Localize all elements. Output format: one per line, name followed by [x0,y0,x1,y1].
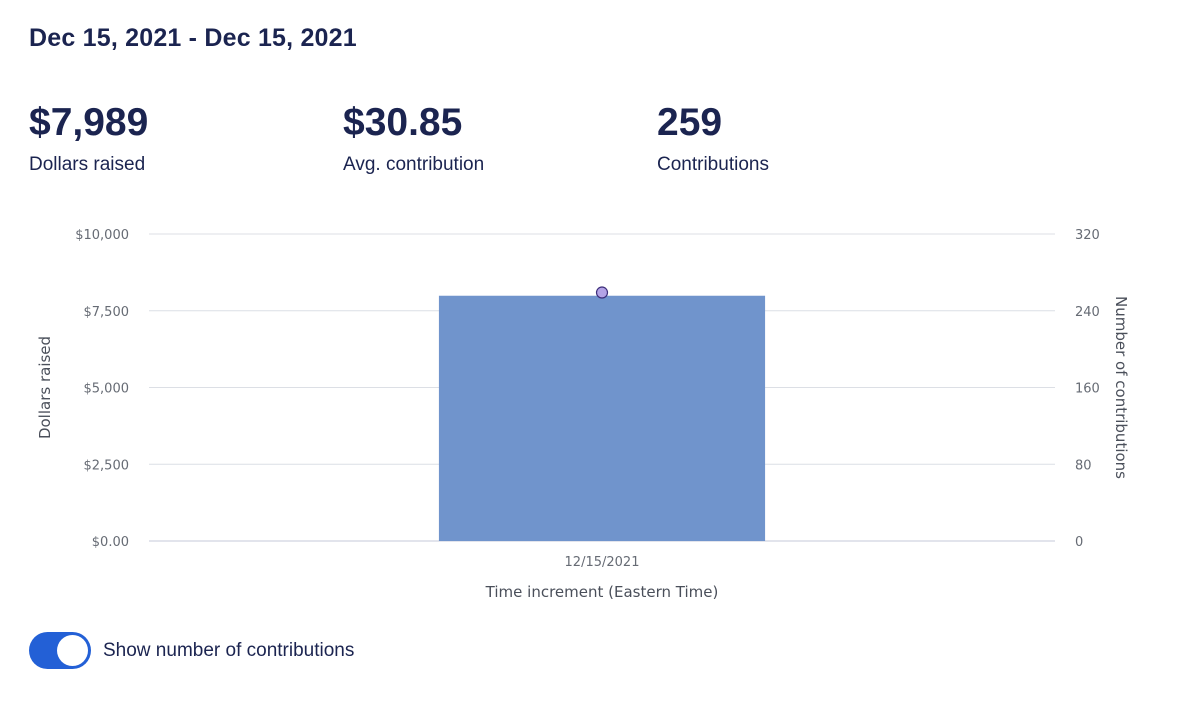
y2-tick-label: 160 [1075,382,1100,397]
x-axis-title: Time increment (Eastern Time) [485,583,719,601]
toggle-label: Show number of contributions [103,639,355,661]
y2-axis-ticks: 0 80 160 240 320 [1075,228,1100,550]
y-tick-label: $2,500 [84,458,130,473]
toggle-knob [57,635,88,666]
x-axis-ticks: 12/15/2021 [565,555,640,570]
y2-tick-label: 240 [1075,305,1100,320]
stat-contributions: 259 Contributions [657,100,769,176]
y2-tick-label: 0 [1075,535,1083,550]
contribution-point [595,286,609,299]
stat-value: $7,989 [29,101,149,144]
y-tick-label: $0.00 [92,535,129,550]
y-tick-label: $5,000 [84,382,130,397]
stat-value: 259 [657,101,723,144]
stat-label: Dollars raised [29,154,146,175]
y2-tick-label: 80 [1075,458,1092,473]
bar-series [438,295,766,541]
y-axis-title: Dollars raised [36,336,54,439]
show-contributions-toggle-row: Show number of contributions [29,632,354,669]
y-axis-ticks: $0.00 $2,500 $5,000 $7,500 $10,000 [75,228,129,550]
stat-dollars-raised: $7,989 Dollars raised [29,100,148,176]
y2-tick-label: 320 [1075,228,1100,243]
bar [438,295,766,541]
stat-label: Contributions [657,154,769,175]
stat-label: Avg. contribution [343,154,485,175]
stat-value: $30.85 [343,101,463,144]
x-tick-label: 12/15/2021 [565,555,640,570]
y-tick-label: $7,500 [84,305,130,320]
date-range-title: Dec 15, 2021 - Dec 15, 2021 [29,24,357,52]
y-tick-label: $10,000 [75,228,129,243]
contributions-chart: $0.00 $2,500 $5,000 $7,500 $10,000 0 80 160 240… [36,228,1130,601]
y2-axis-title: Number of contributions [1112,296,1130,479]
show-contributions-toggle[interactable] [29,632,91,669]
contribution-points [595,286,609,299]
stat-avg-contribution: $30.85 Avg. contribution [343,100,484,176]
